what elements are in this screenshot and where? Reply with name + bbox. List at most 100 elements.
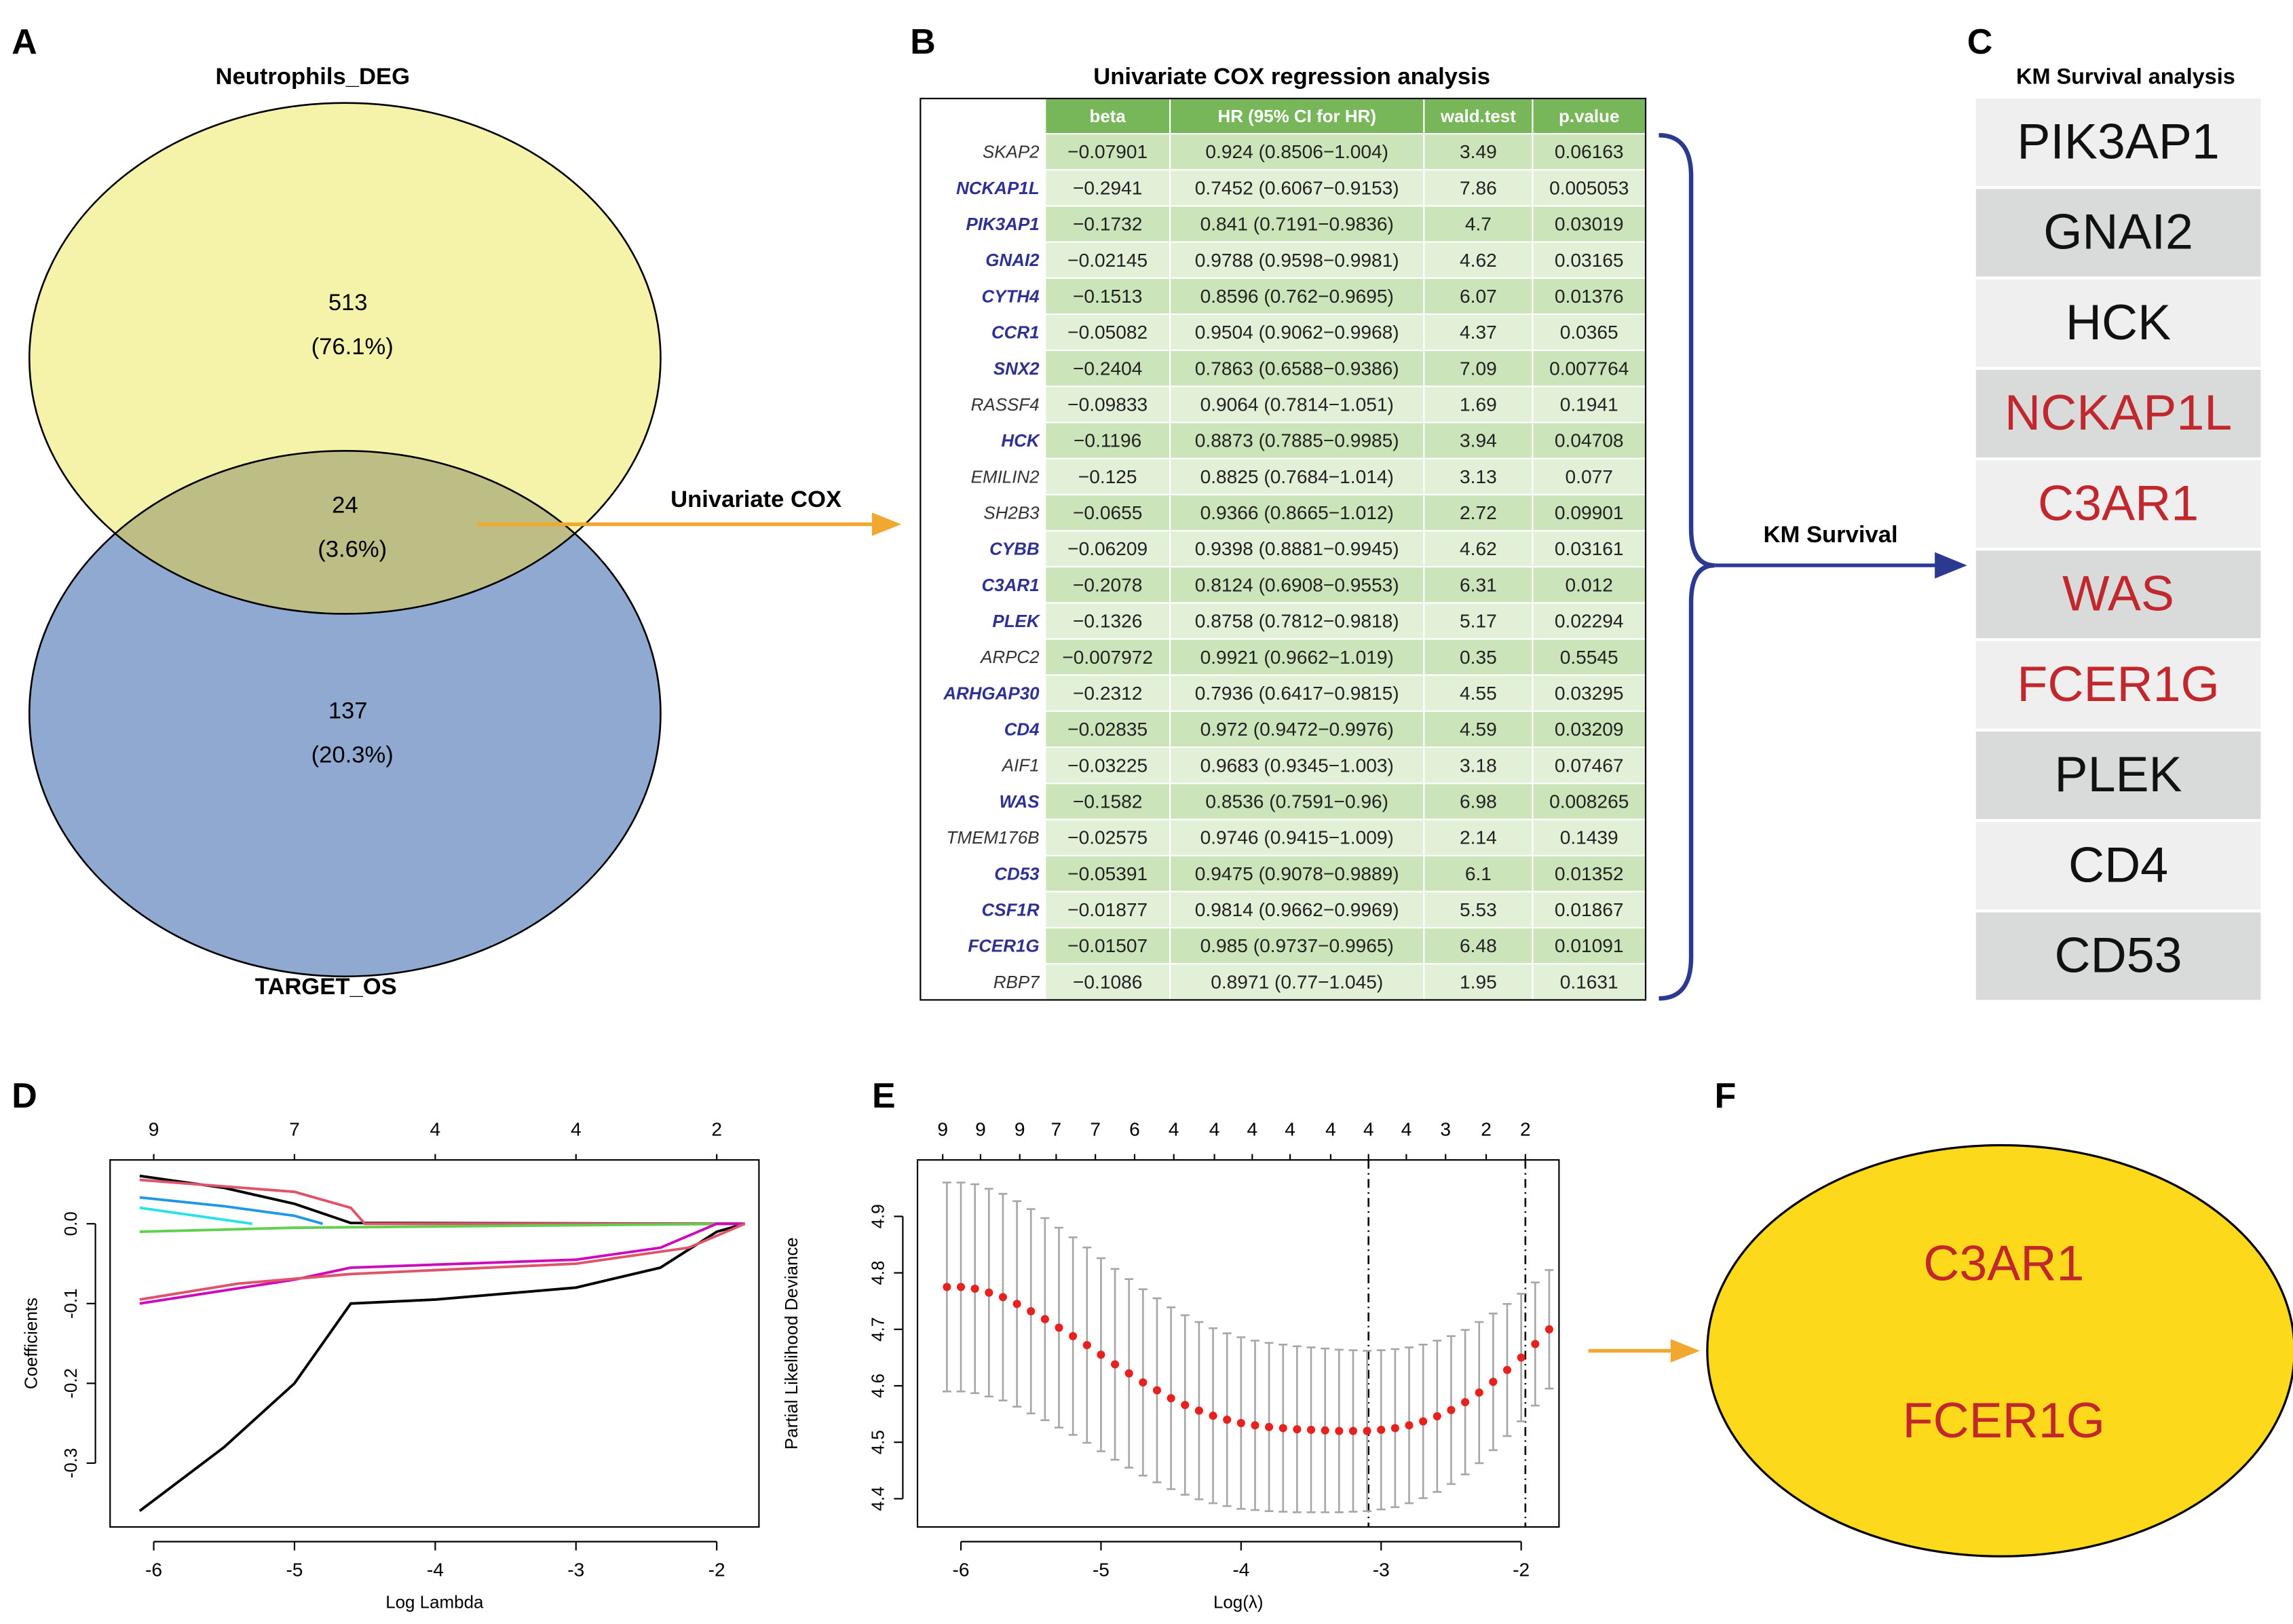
table-cell bbox=[1044, 674, 1171, 713]
cell-text: 0.02294 bbox=[1555, 611, 1624, 632]
gene-cell bbox=[920, 242, 1046, 278]
list-item: FCER1G bbox=[2017, 656, 2219, 712]
gene-name: PIK3AP1 bbox=[966, 215, 1039, 234]
table-cell bbox=[1423, 421, 1534, 459]
cell-text: 1.69 bbox=[1460, 394, 1497, 415]
cv-point bbox=[1433, 1412, 1441, 1420]
list-item: HCK bbox=[2066, 294, 2171, 350]
panel-label: C bbox=[1967, 22, 1992, 62]
table-cell bbox=[1044, 782, 1171, 820]
top-tick-label: 3 bbox=[1440, 1118, 1451, 1139]
cell-text: 0.1941 bbox=[1560, 394, 1618, 415]
top-tick-label: 4 bbox=[1209, 1118, 1220, 1139]
top-tick-label: 2 bbox=[711, 1118, 722, 1139]
cell-text: 0.7863 (0.6588−0.9386) bbox=[1195, 358, 1399, 379]
table: beta HR (95% CI for HR) wald.test p.value SK… bbox=[920, 98, 1647, 1001]
cell-text: −0.007972 bbox=[1062, 647, 1153, 668]
table-cell bbox=[1423, 890, 1534, 929]
table-cell bbox=[1532, 421, 1647, 459]
gene-name: CYBB bbox=[989, 540, 1040, 559]
cv-point bbox=[1531, 1340, 1540, 1348]
header-cell bbox=[1169, 98, 1425, 135]
table-cell bbox=[1423, 277, 1534, 316]
cell-text: 0.8758 (0.7812−0.9818) bbox=[1195, 611, 1399, 632]
y-tick-label: -0.2 bbox=[62, 1368, 81, 1399]
cell-text: 4.7 bbox=[1465, 214, 1492, 235]
top-tick-label: 4 bbox=[1363, 1118, 1374, 1139]
gene-name: ARPC2 bbox=[979, 648, 1040, 667]
coef-path bbox=[139, 1174, 745, 1226]
table-cell bbox=[1423, 782, 1534, 820]
cv-point bbox=[1194, 1406, 1203, 1415]
cv-point bbox=[1152, 1386, 1162, 1395]
table-cell bbox=[1044, 132, 1171, 171]
cell-text: −0.01877 bbox=[1067, 899, 1148, 920]
cv-point bbox=[1489, 1378, 1498, 1386]
cell-text: 6.48 bbox=[1460, 935, 1497, 956]
coef-path bbox=[139, 1206, 252, 1226]
table-cell bbox=[1423, 169, 1534, 207]
top-tick-label: 9 bbox=[1015, 1118, 1025, 1139]
gene-name: AIF1 bbox=[1001, 757, 1040, 776]
gene-cell bbox=[920, 494, 1046, 531]
list-cell bbox=[1975, 98, 2261, 187]
y-tick-label: 4.8 bbox=[869, 1261, 888, 1285]
venn-set bbox=[29, 451, 661, 977]
cell-text: 3.94 bbox=[1460, 430, 1497, 451]
result-gene: C3AR1 bbox=[1923, 1235, 2084, 1291]
cv-point bbox=[1475, 1388, 1483, 1397]
cell-text: 0.1439 bbox=[1560, 827, 1618, 848]
table-cell bbox=[1169, 313, 1425, 352]
top-tick-label: 9 bbox=[149, 1118, 159, 1139]
y-axis-label: Partial Likelihood Deviance bbox=[782, 1237, 801, 1450]
table-cell bbox=[1169, 493, 1425, 532]
table-cell bbox=[1532, 457, 1647, 495]
cell-text: −0.05082 bbox=[1067, 322, 1148, 343]
table-cell bbox=[1532, 782, 1647, 820]
cell-text: 0.9475 (0.9078−0.9889) bbox=[1195, 863, 1399, 884]
list-title: KM Survival analysis bbox=[2016, 64, 2235, 88]
cell-text: −0.03225 bbox=[1067, 755, 1148, 776]
region-percent: (3.6%) bbox=[318, 537, 387, 563]
cell-text: 0.841 (0.7191−0.9836) bbox=[1200, 214, 1394, 235]
cell-text: 0.8825 (0.7684−1.014) bbox=[1200, 466, 1394, 487]
table-cell bbox=[1169, 674, 1425, 713]
list-cell bbox=[1975, 189, 2261, 277]
cell-text: 4.55 bbox=[1460, 683, 1497, 704]
panel-label: D bbox=[12, 1076, 37, 1116]
cell-text: 4.59 bbox=[1460, 719, 1497, 740]
gene-cell bbox=[920, 855, 1046, 892]
top-tick-label: 4 bbox=[1247, 1118, 1258, 1139]
list-cell bbox=[1975, 460, 2261, 548]
gene-cell bbox=[920, 603, 1046, 639]
x-axis-label: Log(λ) bbox=[1213, 1593, 1264, 1612]
cell-text: 0.9683 (0.9345−1.003) bbox=[1200, 755, 1394, 776]
table-cell bbox=[1044, 602, 1171, 640]
cell-text: 0.9366 (0.8665−1.012) bbox=[1200, 502, 1394, 523]
list-cell bbox=[1975, 279, 2261, 367]
arrow-label: Univariate COX bbox=[670, 487, 841, 512]
cell-text: 0.008265 bbox=[1549, 791, 1629, 812]
cell-text: 0.012 bbox=[1566, 574, 1613, 595]
gene-cell bbox=[920, 422, 1046, 459]
x-tick-label: -6 bbox=[145, 1559, 162, 1580]
x-tick-label: -3 bbox=[567, 1559, 584, 1580]
cell-text: 4.62 bbox=[1460, 538, 1497, 559]
cell-text: 0.0365 bbox=[1560, 322, 1618, 343]
cv-point bbox=[1545, 1325, 1553, 1334]
gene-name: CCR1 bbox=[991, 324, 1040, 343]
cv-point bbox=[1517, 1353, 1525, 1362]
cell-text: 5.53 bbox=[1460, 899, 1497, 920]
list-item: NCKAP1L bbox=[2005, 384, 2232, 440]
cv-point bbox=[1209, 1412, 1217, 1420]
list-item: PIK3AP1 bbox=[2017, 113, 2219, 169]
cell-text: 0.8536 (0.7591−0.96) bbox=[1205, 791, 1388, 812]
gene-cell bbox=[920, 170, 1046, 206]
table-cell bbox=[1532, 926, 1647, 965]
top-tick-label: 2 bbox=[1481, 1118, 1492, 1139]
top-tick-label: 2 bbox=[1520, 1118, 1531, 1139]
header-text: HR (95% CI for HR) bbox=[1218, 107, 1376, 126]
cell-text: 0.8971 (0.77−1.045) bbox=[1211, 971, 1383, 992]
cell-text: 0.03165 bbox=[1555, 250, 1624, 271]
